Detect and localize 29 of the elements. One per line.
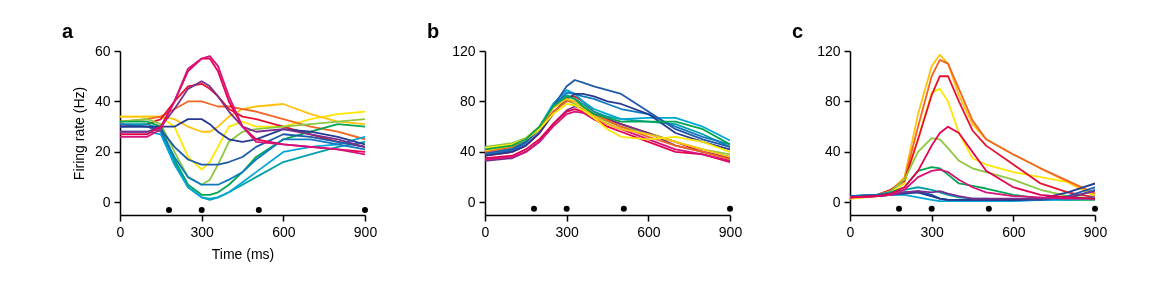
x-tick-label: 0 (481, 223, 490, 240)
x-tick-label: 900 (353, 223, 378, 240)
x-tick-label: 900 (1083, 223, 1108, 240)
chart-title: b (427, 20, 440, 42)
y-tick-label: 80 (459, 92, 476, 109)
x-tick-label: 300 (555, 223, 580, 240)
y-tick-label: 120 (817, 42, 841, 59)
chart-title: a (62, 20, 74, 42)
x-tick-label: 0 (846, 223, 855, 240)
y-tick-label: 120 (452, 42, 476, 59)
y-tick-label: 80 (824, 92, 841, 109)
y-tick-label: 0 (102, 193, 111, 210)
y-tick-label: 40 (94, 92, 111, 109)
x-axis-title: Time (ms) (211, 245, 275, 262)
y-tick-label: 40 (459, 143, 476, 160)
y-tick-label: 0 (832, 193, 841, 210)
x-tick-label: 600 (272, 223, 296, 240)
x-tick-label: 0 (116, 223, 125, 240)
y-tick-label: 20 (94, 143, 111, 160)
chart-title: c (792, 20, 804, 42)
y-tick-label: 40 (824, 143, 841, 160)
y-tick-label: 0 (467, 193, 476, 210)
y-axis-title: Firing rate (Hz) (70, 86, 87, 181)
x-tick-label: 300 (190, 223, 215, 240)
y-tick-label: 60 (94, 42, 111, 59)
x-tick-label: 600 (637, 223, 661, 240)
x-tick-label: 900 (718, 223, 743, 240)
x-tick-label: 600 (1002, 223, 1026, 240)
x-tick-label: 300 (920, 223, 945, 240)
